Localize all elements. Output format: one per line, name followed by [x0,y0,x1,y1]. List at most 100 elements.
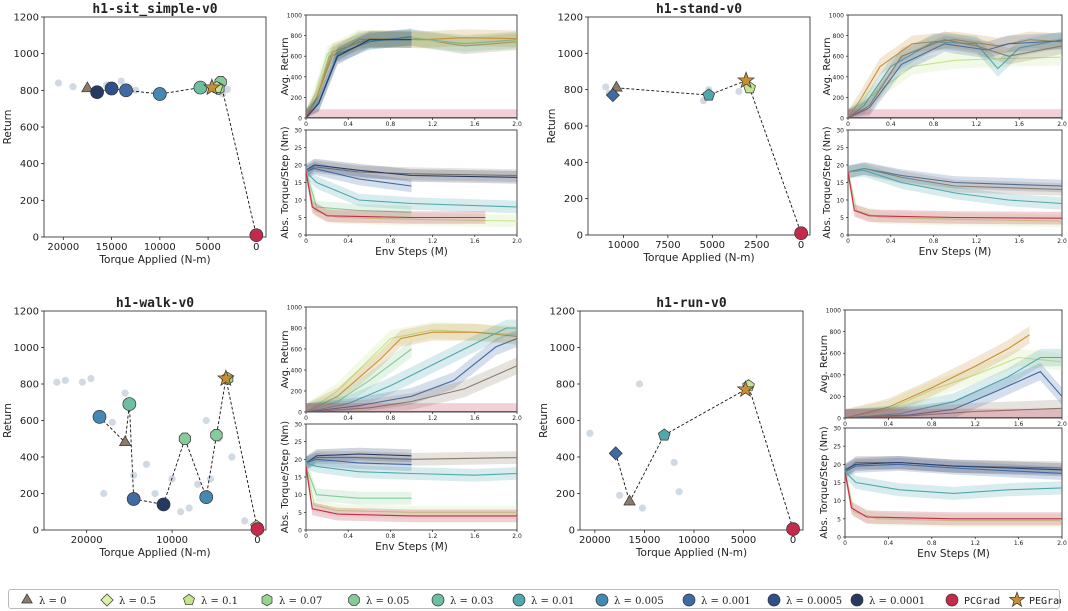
legend-item: λ = 0.0001 [850,593,925,607]
legend-item: λ = 0.1 [183,593,238,607]
x-tick-label: 20000 [71,535,103,546]
band-lam-0-01 [848,163,1062,210]
band-pegrad [306,323,517,412]
legend-item: λ = 0.01 [512,593,574,607]
y-tick-label: 0 [298,410,302,417]
curve-axes-frame [305,14,518,119]
point-pegrad [736,380,755,398]
x-tick-label: 0 [304,121,308,128]
point-lam-0-005 [199,490,214,504]
curve-y-axis-label: Avg. Return [280,37,291,95]
band-lam-0-01 [306,165,517,214]
ghost-point [206,475,215,483]
y-tick-label: 1200 [14,307,39,318]
x-tick-label: 10000 [678,535,710,546]
y-tick-label: 600 [830,351,842,358]
line-lam-0-05 [306,348,412,412]
band-pegrad [848,31,1062,118]
band-lam-0-01 [845,465,1062,500]
x-tick-label: 0.8 [929,238,939,245]
line-lam-0-1 [845,356,1062,418]
y-tick-label: 1200 [550,307,575,318]
x-tick-label: 1.2 [428,238,438,245]
y-tick-label: 800 [833,33,845,40]
point-lam-0-01 [702,88,716,101]
ghost-point [228,453,236,461]
line-lam-0-1 [848,171,1062,222]
band-lam-0 [306,451,517,470]
curve-series-group [845,456,1062,528]
y-tick-label: 600 [20,416,39,427]
legend-marker-lam-0-005 [595,593,609,607]
y-tick-label: 20 [294,457,302,464]
legend-label: λ = 0.01 [531,596,574,607]
legend: λ = 0 λ = 0.5 λ = 0.1 λ = 0.07 λ = 0.05 λ = 0… [8,589,1061,609]
point-pcgrad [786,522,800,536]
legend-item: λ = 0.5 [100,593,156,607]
line-lam-0-001 [848,40,1062,118]
x-tick-label: 1.6 [470,415,480,422]
x-axis-label: Torque Applied (N-m) [98,254,210,266]
line-lam-0-1 [845,471,1062,522]
x-tick-label: 0 [798,240,804,251]
pareto-front-line [99,378,258,530]
x-tick-label: 2.0 [1057,540,1067,547]
legend-marker-pcgrad [945,593,959,607]
y-tick-label: 10 [294,492,302,499]
y-tick-label: 1000 [826,308,841,315]
line-lam-0-05 [306,171,412,213]
chart-title: h1-run-v0 [656,296,727,311]
ghost-point [185,504,193,512]
x-tick-label: 20000 [47,242,79,253]
curve-y-axis-label: Avg. Return [822,37,833,95]
ghost-point [602,83,610,91]
band-lam-0-1 [306,165,517,228]
y-tick-label: 800 [20,86,39,97]
line-lam-0-1 [848,56,1062,118]
y-tick-label: 600 [291,347,303,354]
y-tick-label: 800 [564,85,583,96]
point-pcgrad [794,226,808,241]
line-pcgrad [848,171,1062,219]
legend-item: λ = 0.005 [595,593,664,607]
scatter-axes-frame [43,310,267,531]
band-lam-0-01 [848,31,1062,118]
y-tick-label: 1200 [558,13,583,24]
y-tick-label: 20 [836,163,844,170]
band-lam-0 [845,399,1062,418]
point-lam-0-001 [605,88,620,103]
ghost-point [54,79,63,87]
y-tick-label: 200 [556,489,575,500]
y-tick-label: 400 [556,453,575,464]
band-pcgrad [845,465,1062,526]
line-lam-0 [848,167,1062,191]
point-lam-0-001 [608,446,623,461]
y-tick-label: 5 [298,510,302,517]
point-lam-0-005 [92,410,107,424]
legend-label: λ = 0.0005 [786,596,842,607]
y-tick-label: 20 [833,462,841,469]
x-tick-label: 0 [843,540,847,547]
line-lam-0-001 [845,370,1062,418]
legend-marker-lam-0-0005 [767,593,781,607]
band-pcgrad [848,109,1062,118]
y-tick-label: 0 [840,233,844,240]
ghost-point [108,418,116,426]
curve-series-group [306,319,517,412]
line-lam-0-0001 [306,453,412,464]
y-tick-label: 600 [291,54,303,61]
legend-marker-lam-0-1 [183,593,195,606]
line-lam-0-1 [306,466,517,513]
legend-item: λ = 0.0005 [767,593,842,607]
legend-label: λ = 0.5 [119,596,156,607]
y-tick-label: 400 [291,368,303,375]
y-tick-label: 800 [20,380,39,391]
x-tick-label: 0.4 [886,238,896,245]
y-tick-label: 1000 [558,49,583,60]
legend-label: PEGrad [1029,596,1061,607]
band-lam-0-0001 [306,447,412,470]
line-lam-0 [306,365,517,412]
x-tick-label: 1.6 [470,533,480,540]
point-pegrad [216,369,235,387]
line-pegrad [306,331,517,412]
